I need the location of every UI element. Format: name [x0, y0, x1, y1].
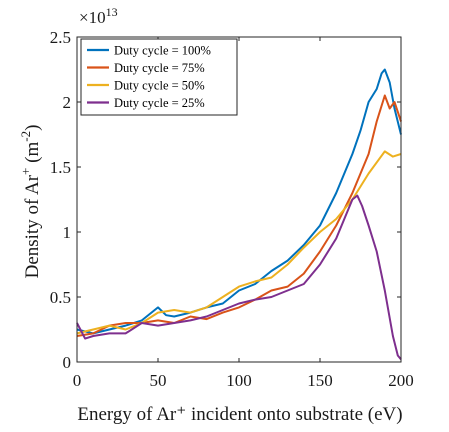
x-axis-label: Energy of Ar⁺ incident onto substrate (e…: [77, 404, 402, 425]
x-tick-label: 100: [226, 371, 252, 390]
x-tick-label: 0: [73, 371, 82, 390]
y-tick-label: 2.5: [50, 28, 71, 47]
series-line-1: [76, 68, 402, 335]
y-tick-label: 2: [63, 93, 72, 112]
y-tick-label: 1: [63, 223, 72, 242]
y-tick-label: 1.5: [50, 158, 71, 177]
legend: Duty cycle = 100% Duty cycle = 75% Duty cy…: [80, 38, 238, 116]
axis-ticks: 0 50 100 150 200 0 0.5 1 1.5 2 2.5: [50, 28, 414, 390]
x-tick-label: 50: [150, 371, 167, 390]
series-line-2: [76, 94, 402, 337]
legend-label: Duty cycle = 75%: [114, 61, 205, 75]
y-axis-multiplier: ×1013: [79, 5, 118, 27]
x-tick-label: 200: [388, 371, 414, 390]
x-tick-label: 150: [307, 371, 333, 390]
y-axis-label: Density of Ar+ (m-2): [18, 125, 43, 279]
series-layer: [76, 68, 402, 361]
y-tick-label: 0.5: [50, 288, 71, 307]
legend-label: Duty cycle = 50%: [114, 79, 205, 93]
legend-label: Duty cycle = 100%: [114, 44, 211, 58]
series-line-4: [76, 194, 402, 361]
legend-label: Duty cycle = 25%: [114, 96, 205, 110]
y-tick-label: 0: [63, 353, 72, 372]
series-line-3: [76, 150, 402, 335]
